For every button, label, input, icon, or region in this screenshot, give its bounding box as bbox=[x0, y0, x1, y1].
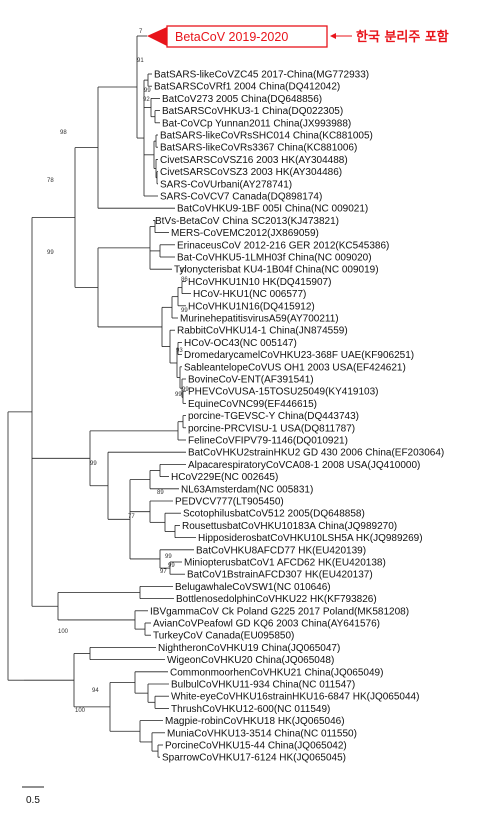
bootstrap-value: 7 bbox=[139, 29, 143, 35]
arrow-head-icon bbox=[330, 33, 336, 39]
taxon-label: porcine-TGEVSC-Y China(DQ443743) bbox=[188, 411, 359, 422]
taxon-label: ThrushCoVHKU12-600(NC 011549) bbox=[171, 704, 330, 715]
bootstrap-value: 100 bbox=[75, 708, 86, 714]
korean-annotation: 한국 분리주 포함 bbox=[356, 29, 449, 45]
bootstrap-value: 99 bbox=[47, 250, 54, 256]
taxon-label: BatCoV1BstrainAFCD307 HK(EU420137) bbox=[187, 570, 373, 581]
bootstrap-value: 99 bbox=[90, 461, 97, 467]
taxon-label: HipposiderosbatCoVHKU10LSH5A HK(JQ989269… bbox=[198, 533, 423, 544]
taxon-label: AvianCoVPeafowl GD KQ6 2003 China(AY6415… bbox=[153, 619, 380, 630]
bootstrap-value: 99 bbox=[182, 387, 189, 393]
taxon-label: RousettusbatCoVHKU10183A China(JQ989270) bbox=[182, 521, 397, 532]
bootstrap-value: 91 bbox=[137, 58, 144, 64]
taxon-label: MurinehepatitisvirusA59(AY700211) bbox=[180, 314, 339, 325]
bootstrap-value: 93 bbox=[176, 348, 183, 354]
bootstrap-value: 100 bbox=[58, 629, 69, 635]
taxon-label: ScotophilusbatCoV512 2005(DQ648858) bbox=[183, 509, 365, 520]
taxon-labels: BatSARS-likeCoVZC45 2017-China(MG772933)… bbox=[150, 70, 444, 764]
taxon-label: NL63Amsterdam(NC 005831) bbox=[181, 484, 313, 495]
taxon-label: MuniaCoVHKU13-3514 China(NC 011550) bbox=[167, 728, 357, 739]
taxon-label: IBVgammaCoV Ck Poland G225 2017 Poland(M… bbox=[150, 606, 409, 617]
bootstrap-value: 99 bbox=[144, 88, 151, 94]
bootstrap-value: 77 bbox=[128, 514, 135, 520]
taxon-label: ErinaceusCoV 2012-216 GER 2012(KC545386) bbox=[177, 240, 389, 251]
bootstrap-value: 92 bbox=[143, 97, 150, 103]
taxon-label: Bat-CoVHKU5-1LMH03f China(NC 009020) bbox=[177, 253, 372, 264]
taxon-label: SableantelopeCoVUS OH1 2003 USA(EF424621… bbox=[184, 362, 406, 373]
bootstrap-value: 97 bbox=[160, 569, 167, 575]
collapsed-clade-triangle bbox=[147, 27, 167, 46]
taxon-label: BtVs-BetaCoV China SC2013(KJ473821) bbox=[155, 216, 339, 227]
taxon-label: SARS-CoVUrbani(AY278741) bbox=[160, 179, 292, 190]
taxon-label: HCoVHKU1N16(DQ415912) bbox=[188, 301, 315, 312]
taxon-label: FelineCoVFIPV79-1146(DQ010921) bbox=[188, 436, 348, 447]
bootstrap-value: 86 bbox=[181, 277, 188, 283]
taxon-label: BatCoVHKU9-1BF 005I China(NC 009021) bbox=[177, 204, 368, 215]
bootstrap-value: 87 bbox=[180, 268, 187, 274]
tree-branches bbox=[7, 35, 196, 758]
bootstrap-value: 98 bbox=[60, 130, 67, 136]
bootstrap-value: 94 bbox=[92, 688, 99, 694]
taxon-label: DromedarycamelCoVHKU23-368F UAE(KF906251… bbox=[184, 350, 414, 361]
bootstrap-value: 99 bbox=[181, 308, 188, 314]
taxon-label: HCoV-HKU1(NC 006577) bbox=[193, 289, 306, 300]
taxon-label: HCoV229E(NC 002645) bbox=[171, 472, 278, 483]
bootstrap-value: 99 bbox=[168, 563, 175, 569]
taxon-label: RabbitCoVHKU14-1 China(JN874559) bbox=[177, 326, 348, 337]
taxon-label: CivetSARSCoVSZ16 2003 HK(AY304488) bbox=[160, 155, 348, 166]
taxon-label: EquineCoVNC99(EF446615) bbox=[188, 399, 317, 410]
taxon-label: Magpie-robinCoVHKU18 HK(JQ065046) bbox=[165, 716, 345, 727]
betacov-label: BetaCoV 2019-2020 bbox=[175, 30, 288, 44]
taxon-label: BatCoVHKU2strainHKU2 GD 430 2006 China(E… bbox=[188, 448, 444, 459]
taxon-label: SparrowCoVHKU17-6124 HK(JQ065045) bbox=[162, 753, 346, 764]
taxon-label: BatSARSCoVRf1 2004 China(DQ412042) bbox=[154, 82, 340, 93]
taxon-label: BatCoVHKU8AFCD77 HK(EU420139) bbox=[196, 545, 366, 556]
taxon-label: NightheronCoVHKU19 China(JQ065047) bbox=[158, 643, 340, 654]
taxon-label: BatSARSCoVHKU3-1 China(DQ022305) bbox=[162, 106, 343, 117]
bootstrap-value: 99 bbox=[175, 392, 182, 398]
taxon-label: CivetSARSCoVSZ3 2003 HK(AY304486) bbox=[160, 167, 342, 178]
taxon-label: BulbulCoVHKU11-934 China(NC 011547) bbox=[171, 680, 355, 691]
taxon-label: Bat-CoVCp Yunnan2011 China(JX993988) bbox=[162, 118, 351, 129]
taxon-label: Tylonycterisbat KU4-1B04f China(NC 00901… bbox=[174, 265, 379, 276]
taxon-label: BottlenosedolphinCoVHKU22 HK(KF793826) bbox=[176, 594, 377, 605]
bootstrap-values: 7919992987899999399998987861009977999997… bbox=[47, 29, 189, 714]
bootstrap-value: 89 bbox=[157, 490, 164, 496]
taxon-label: BovineCoV-ENT(AF391541) bbox=[188, 375, 314, 386]
taxon-label: porcine-PRCVISU-1 USA(DQ811787) bbox=[188, 423, 355, 434]
highlight-box bbox=[166, 25, 328, 48]
taxon-label: MiniopterusbatCoV1 AFCD62 HK(EU420138) bbox=[184, 558, 386, 569]
taxon-label: PHEVCoVUSA-15TOSU25049(KY419103) bbox=[188, 387, 378, 398]
taxon-label: PorcineCoVHKU15-44 China(JQ065042) bbox=[165, 741, 347, 752]
taxon-label: AlpacarespiratoryCoVCA08-1 2008 USA(JQ41… bbox=[188, 460, 420, 471]
taxon-label: BatSARS-likeCoVRsSHC014 China(KC881005) bbox=[160, 131, 373, 142]
taxon-label: BatSARS-likeCoVZC45 2017-China(MG772933) bbox=[154, 70, 369, 81]
bootstrap-value: 99 bbox=[165, 554, 172, 560]
taxon-label: HCoVHKU1N10 HK(DQ415907) bbox=[188, 277, 331, 288]
taxon-label: PEDVCV777(LT905450) bbox=[175, 497, 284, 508]
taxon-label: White-eyeCoVHKU16strainHKU16-6847 HK(JQ0… bbox=[171, 692, 419, 703]
taxon-label: SARS-CoVCV7 Canada(DQ898174) bbox=[160, 192, 322, 203]
taxon-label: HCoV-OC43(NC 005147) bbox=[184, 338, 297, 349]
taxon-label: CommonmoorhenCoVHKU21 China(JQ065049) bbox=[170, 667, 383, 678]
taxon-label: MERS-CoVEMC2012(JX869059) bbox=[171, 228, 319, 239]
bootstrap-value: 78 bbox=[47, 178, 54, 184]
taxon-label: BelugawhaleCoVSW1(NC 010646) bbox=[175, 582, 331, 593]
taxon-label: TurkeyCoV Canada(EU095850) bbox=[153, 631, 294, 642]
taxon-label: WigeonCoVHKU20 China(JQ065048) bbox=[167, 655, 334, 666]
taxon-label: BatSARS-likeCoVRs3367 China(KC881006) bbox=[160, 143, 357, 154]
taxon-label: BatCoV273 2005 China(DQ648856) bbox=[162, 94, 322, 105]
scale-bar-label: 0.5 bbox=[26, 795, 40, 806]
